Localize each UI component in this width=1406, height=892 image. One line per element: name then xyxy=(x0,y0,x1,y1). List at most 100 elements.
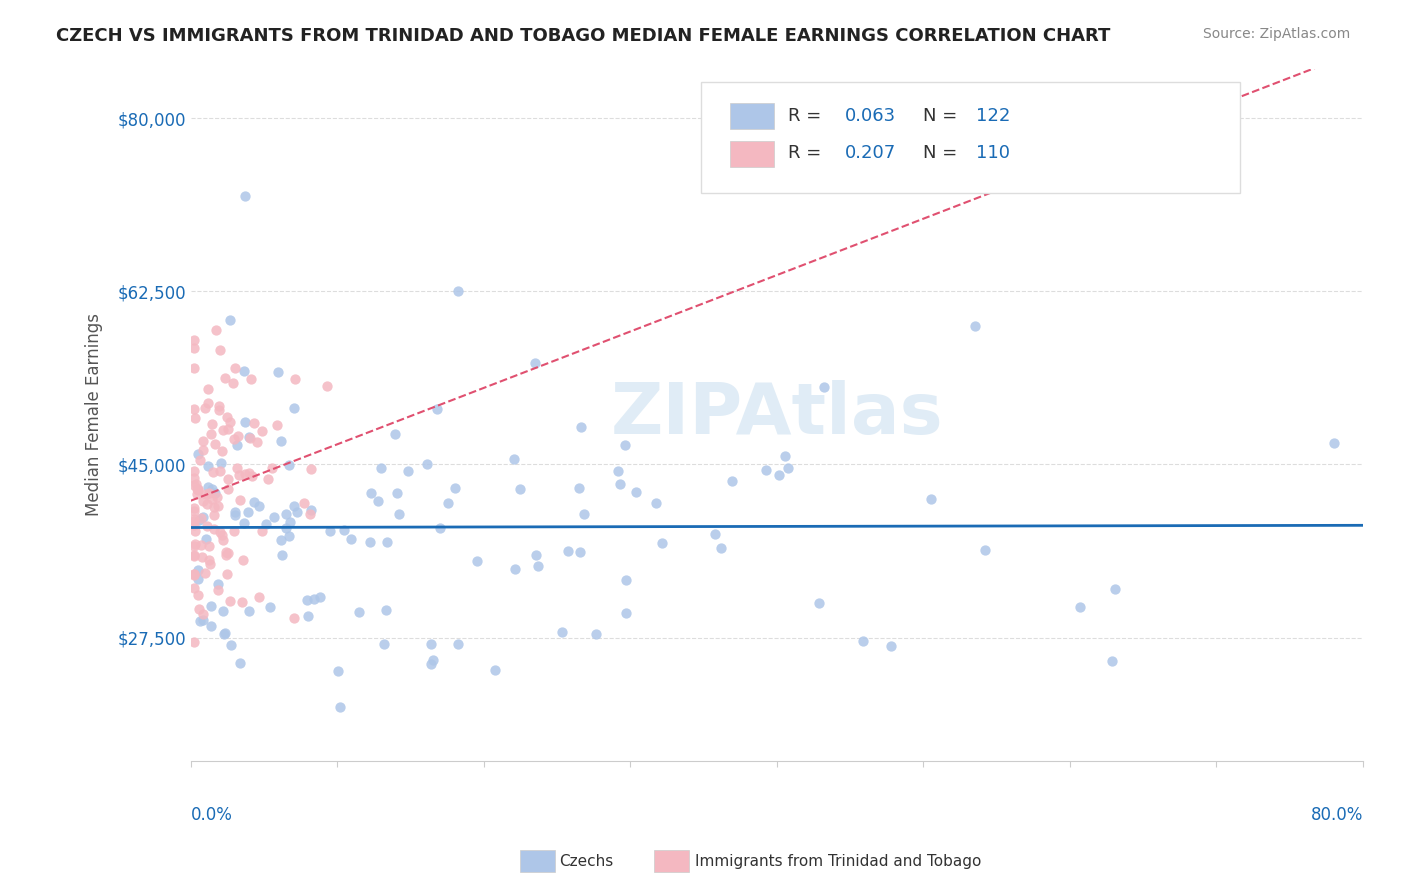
Point xyxy=(222,376,245,390)
Point xyxy=(277,529,299,543)
FancyBboxPatch shape xyxy=(700,82,1240,194)
Point xyxy=(195,497,218,511)
Point xyxy=(224,524,246,538)
Point xyxy=(755,463,778,477)
Point xyxy=(186,482,208,496)
Point xyxy=(284,372,307,386)
Point xyxy=(1104,582,1126,596)
Point xyxy=(207,491,229,505)
Point xyxy=(297,608,319,623)
Point xyxy=(188,453,211,467)
Point xyxy=(183,549,205,564)
Point xyxy=(309,590,332,604)
Point xyxy=(205,323,228,337)
Point xyxy=(773,449,796,463)
Point xyxy=(375,534,398,549)
Point xyxy=(186,486,208,500)
Point xyxy=(191,434,214,448)
Text: CZECH VS IMMIGRANTS FROM TRINIDAD AND TOBAGO MEDIAN FEMALE EARNINGS CORRELATION : CZECH VS IMMIGRANTS FROM TRINIDAD AND TO… xyxy=(56,27,1111,45)
Point xyxy=(207,582,229,597)
Point xyxy=(276,521,298,535)
Point xyxy=(246,435,269,450)
Point xyxy=(211,444,233,458)
Point xyxy=(197,383,219,397)
Point xyxy=(191,494,214,508)
Point xyxy=(183,471,205,485)
Point xyxy=(183,567,205,582)
Point xyxy=(212,604,235,618)
Point xyxy=(574,507,596,521)
Point xyxy=(551,625,574,640)
Point xyxy=(219,312,242,326)
Point xyxy=(973,543,995,558)
Point xyxy=(231,595,253,609)
Point xyxy=(295,593,318,607)
Point xyxy=(215,409,238,424)
Point xyxy=(524,548,547,562)
Point xyxy=(384,426,406,441)
Point xyxy=(813,380,835,394)
Text: 0.207: 0.207 xyxy=(845,144,896,162)
Point xyxy=(920,491,942,506)
Point xyxy=(250,524,273,538)
Point xyxy=(347,605,370,619)
Point xyxy=(239,431,262,445)
Point xyxy=(183,464,205,478)
Point xyxy=(270,434,292,449)
Point xyxy=(259,600,281,615)
Point xyxy=(484,663,506,677)
Point xyxy=(329,699,352,714)
Point xyxy=(447,285,470,299)
Point xyxy=(283,401,305,415)
Point xyxy=(183,566,205,581)
Point xyxy=(214,627,236,641)
Point xyxy=(880,639,903,653)
Point xyxy=(219,594,242,608)
Point xyxy=(217,422,239,436)
Point xyxy=(190,538,212,552)
Point xyxy=(194,487,217,501)
Point xyxy=(183,566,205,581)
Point xyxy=(720,474,742,488)
Point xyxy=(569,420,592,434)
Point xyxy=(217,472,239,486)
Point xyxy=(214,370,236,384)
Point xyxy=(233,415,256,429)
Point xyxy=(187,572,209,586)
Point xyxy=(183,501,205,516)
Point xyxy=(437,496,460,510)
Point xyxy=(201,417,224,431)
Point xyxy=(204,437,226,451)
Point xyxy=(224,505,246,519)
Point xyxy=(215,544,238,558)
Point xyxy=(1101,654,1123,668)
Point xyxy=(256,472,278,486)
Point xyxy=(247,590,270,604)
Point xyxy=(187,602,209,616)
Point xyxy=(208,399,231,413)
Text: 0.0%: 0.0% xyxy=(191,805,232,824)
Point xyxy=(202,466,225,480)
Point xyxy=(197,396,219,410)
Point xyxy=(238,505,260,519)
Text: 122: 122 xyxy=(976,107,1011,125)
Point xyxy=(852,634,875,648)
Point xyxy=(557,543,579,558)
Point xyxy=(238,429,260,443)
Point xyxy=(184,537,207,551)
Point xyxy=(202,508,225,523)
Point xyxy=(242,469,264,483)
Text: Source: ZipAtlas.com: Source: ZipAtlas.com xyxy=(1202,27,1350,41)
Point xyxy=(626,485,648,500)
Point xyxy=(226,429,249,443)
Point xyxy=(188,614,211,628)
Point xyxy=(370,461,392,475)
Point xyxy=(212,423,235,437)
Point xyxy=(194,566,217,580)
Point xyxy=(200,491,222,506)
Point xyxy=(225,460,247,475)
Text: ZIPAtlas: ZIPAtlas xyxy=(610,380,943,450)
Point xyxy=(367,494,389,508)
Point xyxy=(219,415,242,429)
Point xyxy=(326,664,349,678)
